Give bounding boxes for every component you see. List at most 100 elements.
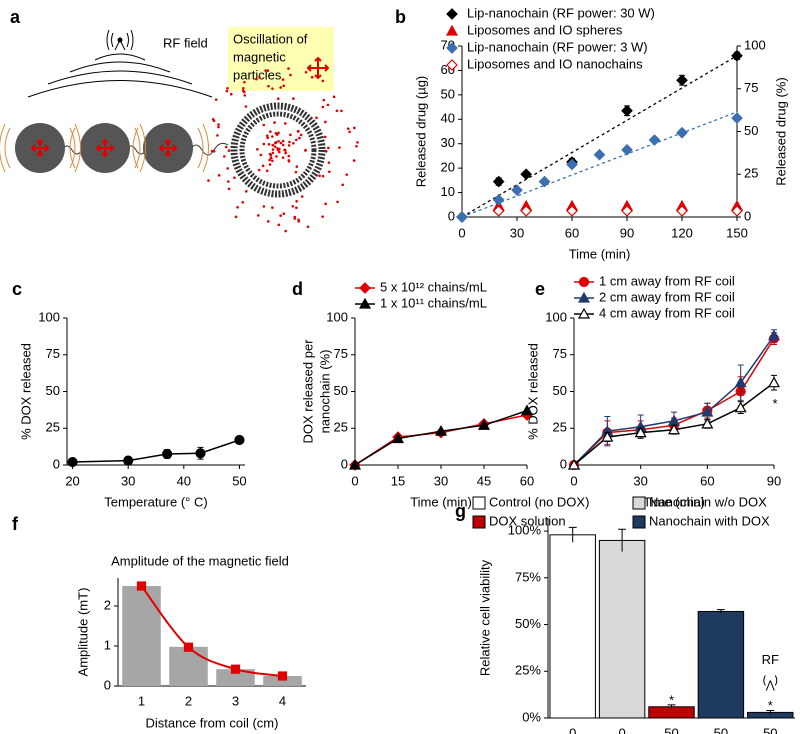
drug-dot (295, 199, 298, 203)
drug-dot (241, 200, 245, 204)
data-point (195, 448, 206, 459)
y-tick-label: 25% (515, 663, 541, 678)
drug-dot (300, 195, 304, 198)
drug-dot (261, 164, 265, 168)
drug-dot (227, 187, 231, 191)
data-point (731, 205, 743, 217)
x-tick-label: 120 (671, 225, 693, 240)
y-axis-label: Relative cell viability (477, 559, 492, 676)
x-tick-label: 90 (620, 225, 634, 240)
data-point (767, 376, 781, 388)
bar (598, 539, 646, 719)
x-tick-label: 0 (458, 225, 465, 240)
rf-waves (27, 29, 213, 98)
drug-dot (271, 135, 274, 138)
data-point (434, 424, 448, 436)
drug-dot (273, 145, 277, 148)
y-tick-label: 25 (46, 420, 60, 435)
panel-label: a (10, 7, 21, 27)
drug-dot (234, 215, 238, 219)
drug-dot (306, 225, 310, 229)
data-point (67, 456, 78, 468)
drug-dot (273, 141, 277, 145)
x-tick-label: 45 (477, 473, 491, 488)
callout-text: Oscillation of (233, 31, 308, 46)
error-bar (667, 704, 676, 709)
drug-dot (293, 217, 296, 220)
drug-dot (355, 144, 358, 148)
drug-dot (340, 109, 343, 113)
drug-dot (297, 218, 300, 222)
drug-dot (267, 84, 270, 88)
data-point (162, 448, 173, 460)
drug-dot (335, 109, 339, 113)
data-point (136, 581, 147, 591)
drug-dot (276, 97, 280, 101)
x-tick-label: 0 (570, 473, 577, 488)
drug-dot (338, 146, 341, 149)
drug-dot (271, 143, 275, 147)
data-point (391, 432, 405, 444)
x-tick-label: 4 (279, 693, 286, 708)
legend-label: Control (no DOX) (489, 494, 589, 509)
legend-swatch (632, 496, 646, 510)
drug-dot (327, 146, 330, 150)
error-bar (568, 526, 577, 543)
series-line (573, 338, 775, 466)
data-point (676, 74, 688, 87)
drug-dot (224, 145, 228, 149)
x-tick-label: 50 (664, 725, 678, 734)
y-tick-label: 0 (560, 456, 567, 471)
data-point (277, 671, 288, 681)
y-tick-label: 50 (553, 383, 567, 398)
y-tick-label: 75 (553, 346, 567, 361)
data-point (538, 175, 551, 188)
x-tick-label: 40 (177, 473, 191, 488)
x-tick-label: 50 (763, 725, 777, 734)
drug-dot (281, 156, 285, 159)
legend-label: DOX solution (489, 513, 566, 528)
y-axis-label: Released drug (µg) (413, 76, 428, 188)
x-tick-label: 30 (633, 473, 647, 488)
drug-dot (299, 133, 303, 137)
x-axis-label: Time (min) (643, 494, 705, 509)
drug-dot (226, 167, 229, 170)
bar (549, 534, 596, 719)
x-tick-label: 60 (565, 225, 579, 240)
drug-dot (322, 98, 326, 102)
drug-dot (277, 223, 281, 227)
data-point (676, 205, 688, 217)
y-tick-label: 100 (326, 309, 348, 324)
drug-dot (225, 89, 229, 93)
drug-dot (310, 75, 314, 79)
trendline (461, 111, 738, 218)
data-point (731, 49, 743, 62)
annotation: * (768, 698, 773, 713)
drug-dot (265, 169, 269, 173)
arrow-cross (95, 138, 115, 158)
panel-label: b (395, 7, 406, 27)
data-point (566, 158, 578, 171)
arrow-cross (306, 56, 330, 80)
x-tick-label: 50 (714, 725, 728, 734)
legend-label: 1 cm away from RF coil (599, 273, 735, 288)
y-tick-label: 50 (334, 383, 348, 398)
data-point (234, 434, 245, 446)
legend-label: 1 x 10¹¹ chains/mL (380, 295, 487, 310)
trendline (461, 55, 738, 218)
drug-dot (207, 179, 210, 182)
drug-dot (275, 155, 278, 158)
panel-label: e (535, 279, 545, 299)
drug-dot (227, 180, 230, 183)
legend-marker (446, 42, 458, 54)
liposome (239, 111, 317, 189)
drug-dot (277, 140, 280, 143)
drug-dot (327, 161, 331, 164)
legend-label: Lip-nanochain (RF power: 3 W) (467, 39, 648, 54)
drug-dot (259, 153, 263, 157)
x-tick-label: 30 (510, 225, 524, 240)
y2-tick-label: 75 (744, 80, 758, 95)
arrow-cross (30, 138, 50, 158)
